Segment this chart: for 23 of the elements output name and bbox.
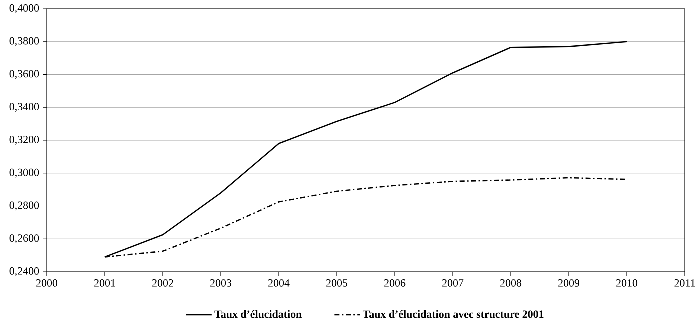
y-tick-label: 0,3400 — [10, 103, 40, 112]
x-tick-label: 2001 — [94, 280, 116, 287]
x-tick-label: 2007 — [442, 280, 464, 287]
x-tick-label: 2006 — [384, 280, 406, 287]
legend-label: Taux d’élucidation — [214, 310, 302, 318]
x-tick-label: 2002 — [152, 280, 174, 287]
x-tick-label: 2011 — [674, 280, 696, 287]
x-tick-label: 2003 — [210, 280, 232, 287]
x-tick-label: 2004 — [268, 280, 290, 287]
y-tick-label: 0,3200 — [10, 136, 40, 145]
y-tick-label: 0,2600 — [10, 234, 40, 244]
y-tick-label: 0,3800 — [10, 37, 40, 46]
x-tick-label: 2000 — [36, 280, 58, 287]
x-tick-label: 2008 — [500, 280, 522, 287]
y-tick-label: 0,3000 — [10, 168, 40, 178]
legend-label: Taux d’élucidation avec structure 2001 — [362, 310, 544, 318]
y-tick-label: 0,3600 — [10, 70, 40, 80]
y-tick-label: 0,2400 — [10, 268, 40, 276]
x-tick-label: 2005 — [326, 280, 348, 287]
y-tick-label: 0,4000 — [10, 4, 40, 14]
y-tick-label: 0,2800 — [10, 202, 40, 211]
x-tick-label: 2010 — [616, 280, 638, 287]
x-tick-label: 2009 — [558, 280, 580, 287]
